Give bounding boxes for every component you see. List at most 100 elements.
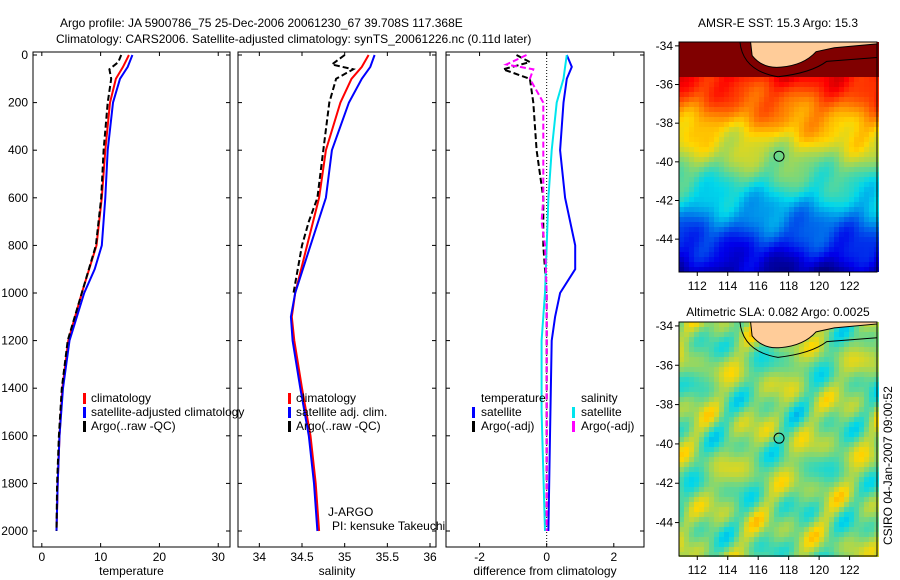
map-cell bbox=[679, 477, 684, 482]
map-cell bbox=[739, 197, 744, 202]
map-cell bbox=[804, 252, 809, 257]
map-cell bbox=[784, 127, 789, 132]
map-cell bbox=[694, 112, 699, 117]
map-cell bbox=[704, 217, 709, 222]
map-cell bbox=[694, 512, 699, 517]
map-cell bbox=[819, 417, 824, 422]
map-cell bbox=[799, 97, 804, 102]
map-cell bbox=[859, 507, 864, 512]
map-cell bbox=[859, 362, 864, 367]
map-cell bbox=[764, 97, 769, 102]
map-cell bbox=[744, 462, 749, 467]
map-cell bbox=[789, 367, 794, 372]
map-cell bbox=[744, 212, 749, 217]
map-cell bbox=[789, 377, 794, 382]
map-cell bbox=[769, 467, 774, 472]
map-cell bbox=[869, 57, 874, 62]
map-cell bbox=[864, 167, 869, 172]
map-cell bbox=[804, 202, 809, 207]
map-cell bbox=[789, 247, 794, 252]
legend-label: climatology bbox=[296, 391, 356, 405]
map-cell bbox=[784, 382, 789, 387]
map-cell bbox=[754, 102, 759, 107]
map-cell bbox=[724, 42, 729, 47]
map-cell bbox=[779, 217, 784, 222]
map-cell bbox=[814, 512, 819, 517]
map-cell bbox=[794, 232, 799, 237]
map-cell bbox=[679, 157, 684, 162]
map-cell bbox=[794, 357, 799, 362]
map-cell bbox=[709, 102, 714, 107]
map-cell bbox=[754, 197, 759, 202]
map-cell bbox=[734, 332, 739, 337]
map-cell bbox=[729, 167, 734, 172]
map-cell bbox=[684, 72, 689, 77]
map-cell bbox=[859, 467, 864, 472]
map-cell bbox=[789, 492, 794, 497]
map-cell bbox=[684, 337, 689, 342]
map-cell bbox=[729, 122, 734, 127]
map-cell bbox=[684, 197, 689, 202]
map-cell bbox=[809, 57, 814, 62]
map-cell bbox=[814, 67, 819, 72]
map-cell bbox=[759, 472, 764, 477]
map-cell bbox=[689, 542, 694, 547]
map-cell bbox=[829, 342, 834, 347]
map-cell bbox=[769, 97, 774, 102]
map-cell bbox=[799, 482, 804, 487]
map-cell bbox=[769, 192, 774, 197]
map-cell bbox=[859, 492, 864, 497]
map-cell bbox=[849, 507, 854, 512]
map-cell bbox=[849, 112, 854, 117]
map-cell bbox=[794, 367, 799, 372]
map-cell bbox=[854, 117, 859, 122]
map-cell bbox=[849, 102, 854, 107]
map-cell bbox=[754, 167, 759, 172]
map-cell bbox=[699, 172, 704, 177]
map-cell bbox=[864, 512, 869, 517]
map-cell bbox=[849, 547, 854, 552]
map-cell bbox=[769, 237, 774, 242]
map-cell bbox=[819, 532, 824, 537]
map-cell bbox=[734, 462, 739, 467]
map-cell bbox=[704, 77, 709, 82]
map-cell bbox=[729, 437, 734, 442]
map-cell bbox=[729, 217, 734, 222]
map-cell bbox=[689, 122, 694, 127]
map-cell bbox=[849, 447, 854, 452]
map-cell bbox=[794, 547, 799, 552]
map-cell bbox=[754, 202, 759, 207]
map-cell bbox=[824, 532, 829, 537]
map-cell bbox=[724, 332, 729, 337]
map-cell bbox=[819, 147, 824, 152]
map-cell bbox=[824, 107, 829, 112]
map-cell bbox=[689, 52, 694, 57]
map-cell bbox=[829, 152, 834, 157]
map-cell bbox=[699, 217, 704, 222]
map-cell bbox=[764, 397, 769, 402]
map-cell bbox=[714, 332, 719, 337]
map-cell bbox=[829, 497, 834, 502]
map-cell bbox=[774, 242, 779, 247]
shelf-contour bbox=[739, 41, 878, 78]
map-cell bbox=[814, 412, 819, 417]
map-cell bbox=[834, 367, 839, 372]
map-cell bbox=[769, 172, 774, 177]
map-cell bbox=[864, 72, 869, 77]
map-cell bbox=[854, 507, 859, 512]
map-cell bbox=[809, 247, 814, 252]
legend-heading-temperature: temperature bbox=[481, 391, 546, 405]
legend-label: satellite adj. clim. bbox=[296, 405, 387, 419]
map-cell bbox=[794, 172, 799, 177]
map-cell bbox=[724, 467, 729, 472]
map-cell bbox=[849, 382, 854, 387]
map-cell bbox=[714, 257, 719, 262]
map-cell bbox=[709, 237, 714, 242]
map-cell bbox=[734, 372, 739, 377]
map-cell bbox=[854, 237, 859, 242]
map-cell bbox=[759, 72, 764, 77]
map-cell bbox=[869, 207, 874, 212]
map-cell bbox=[834, 152, 839, 157]
map-cell bbox=[689, 517, 694, 522]
map-cell bbox=[784, 392, 789, 397]
